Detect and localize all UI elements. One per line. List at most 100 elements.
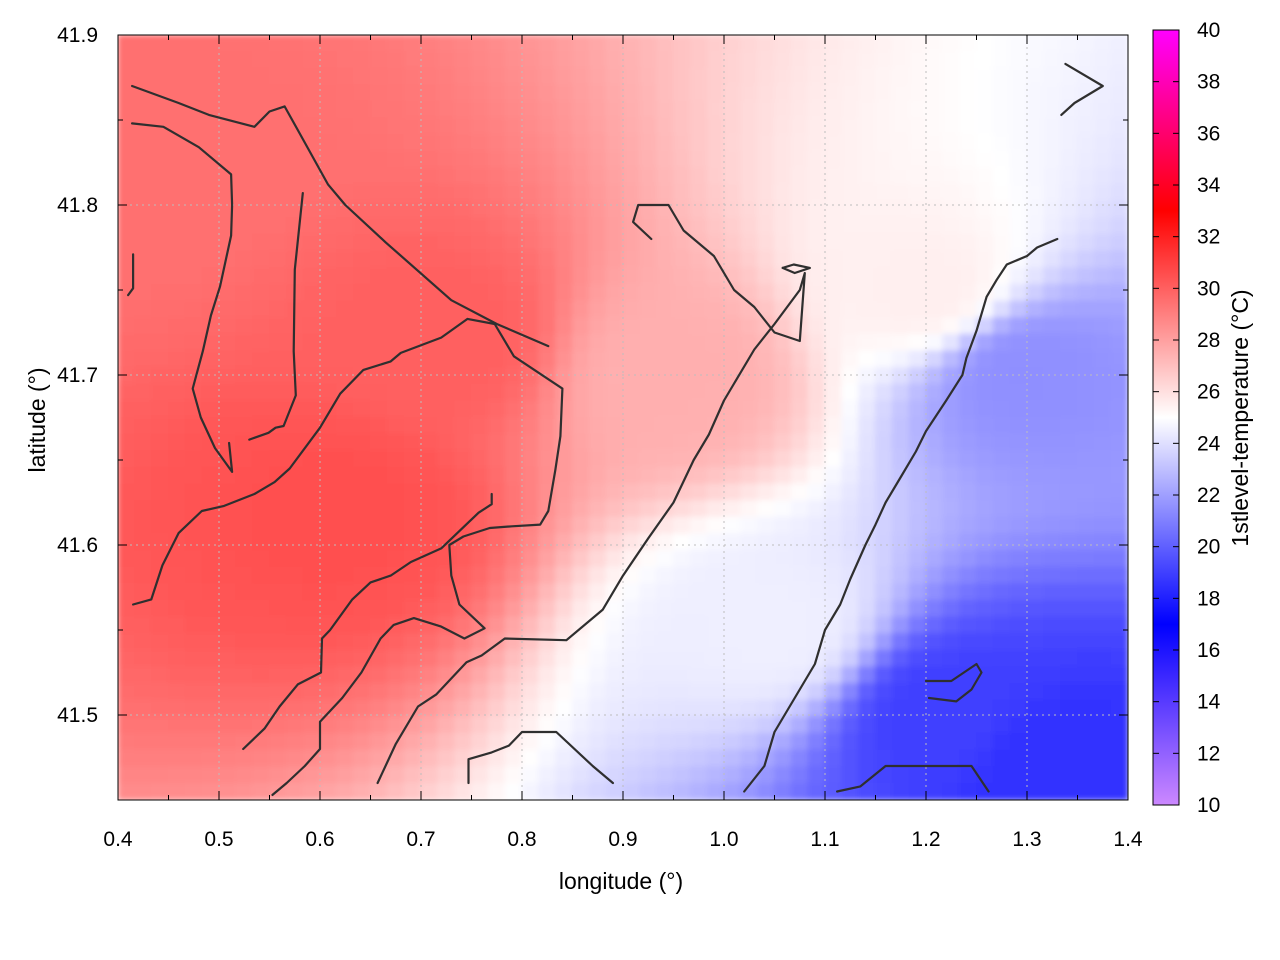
field-cell <box>1077 450 1095 468</box>
field-cell <box>639 749 658 768</box>
field-cell <box>437 383 456 402</box>
field-cell <box>420 234 439 252</box>
field-cell <box>622 84 641 103</box>
field-cell <box>656 67 674 86</box>
field-cell <box>891 300 910 319</box>
field-cell <box>1093 500 1112 518</box>
field-cell <box>740 533 759 552</box>
field-cell <box>118 749 136 768</box>
field-cell <box>689 716 708 734</box>
field-cell <box>774 333 792 352</box>
field-cell <box>891 67 910 86</box>
field-cell <box>841 134 860 152</box>
field-cell <box>218 566 237 585</box>
field-cell <box>269 150 287 169</box>
field-cell <box>858 616 876 635</box>
field-cell <box>471 283 489 302</box>
field-cell <box>555 67 573 86</box>
field-cell <box>891 367 910 385</box>
field-cell <box>487 367 506 385</box>
field-cell <box>319 51 338 69</box>
field-cell <box>572 550 590 568</box>
field-cell <box>858 317 876 335</box>
field-cell <box>656 101 674 119</box>
field-cell <box>134 516 153 535</box>
field-cell <box>1077 134 1095 152</box>
field-cell <box>471 67 489 86</box>
field-cell <box>1009 716 1028 734</box>
field-cell <box>723 583 742 601</box>
field-cell <box>790 516 809 535</box>
field-cell <box>790 317 809 335</box>
field-cell <box>774 516 792 535</box>
field-cell <box>151 466 169 485</box>
field-cell <box>740 483 759 502</box>
field-cell <box>925 583 944 601</box>
field-cell <box>908 167 927 186</box>
field-cell <box>555 35 573 53</box>
field-cell <box>353 117 371 136</box>
field-cell <box>790 649 809 668</box>
field-cell <box>588 616 607 635</box>
field-cell <box>252 466 270 485</box>
field-cell <box>1093 134 1112 152</box>
field-cell <box>942 516 961 535</box>
field-cell <box>1009 217 1028 236</box>
field-cell <box>386 51 405 69</box>
field-cell <box>622 516 641 535</box>
field-cell <box>1060 533 1078 552</box>
field-cell <box>118 250 136 269</box>
field-cell <box>184 333 203 352</box>
field-cell <box>336 400 355 418</box>
field-cell <box>572 250 590 269</box>
field-cell <box>790 101 809 119</box>
field-cell <box>622 367 641 385</box>
field-cell <box>790 400 809 418</box>
field-cell <box>353 333 371 352</box>
field-cell <box>252 417 270 435</box>
field-cell <box>572 300 590 319</box>
field-cell <box>487 599 506 618</box>
field-cell <box>538 633 557 651</box>
field-cell <box>673 417 691 435</box>
field-cell <box>302 200 321 219</box>
field-cell <box>336 749 355 768</box>
field-cell <box>521 267 540 285</box>
field-cell <box>184 516 203 535</box>
field-cell <box>487 649 506 668</box>
field-cell <box>841 101 860 119</box>
field-cell <box>572 283 590 302</box>
field-cell <box>774 134 792 152</box>
field-cell <box>959 550 977 568</box>
field-cell <box>976 400 994 418</box>
field-cell <box>151 200 169 219</box>
field-cell <box>370 516 388 535</box>
field-cell <box>118 699 136 718</box>
field-cell <box>841 51 860 69</box>
field-cell <box>1060 267 1078 285</box>
field-cell <box>622 250 641 269</box>
field-cell <box>588 317 607 335</box>
field-cell <box>605 616 624 635</box>
field-cell <box>740 200 759 219</box>
field-cell <box>807 200 826 219</box>
field-cell <box>218 616 237 635</box>
field-cell <box>1077 283 1095 302</box>
field-cell <box>841 699 860 718</box>
field-cell <box>925 234 944 252</box>
field-cell <box>285 150 304 169</box>
field-cell <box>639 466 658 485</box>
field-cell <box>302 317 321 335</box>
field-cell <box>521 716 540 734</box>
field-cell <box>757 101 775 119</box>
field-cell <box>420 134 439 152</box>
field-cell <box>454 500 472 518</box>
field-cell <box>706 383 725 402</box>
field-cell <box>269 649 287 668</box>
field-cell <box>908 616 927 635</box>
field-cell <box>235 766 254 784</box>
field-cell <box>218 516 237 535</box>
field-cell <box>774 367 792 385</box>
field-cell <box>353 583 371 601</box>
field-cell <box>302 516 321 535</box>
